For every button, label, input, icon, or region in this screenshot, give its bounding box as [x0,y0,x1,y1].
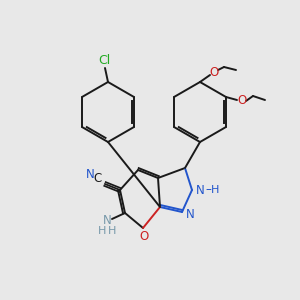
Text: O: O [237,94,247,107]
Text: N: N [196,184,204,196]
Text: O: O [209,65,219,79]
Text: Cl: Cl [98,55,110,68]
Text: N: N [186,208,194,220]
Text: H: H [211,185,219,195]
Text: N: N [85,169,94,182]
Text: H: H [108,226,116,236]
Text: –: – [205,184,211,196]
Text: O: O [140,230,148,242]
Text: H: H [98,226,106,236]
Text: C: C [94,172,102,185]
Text: N: N [103,214,111,227]
